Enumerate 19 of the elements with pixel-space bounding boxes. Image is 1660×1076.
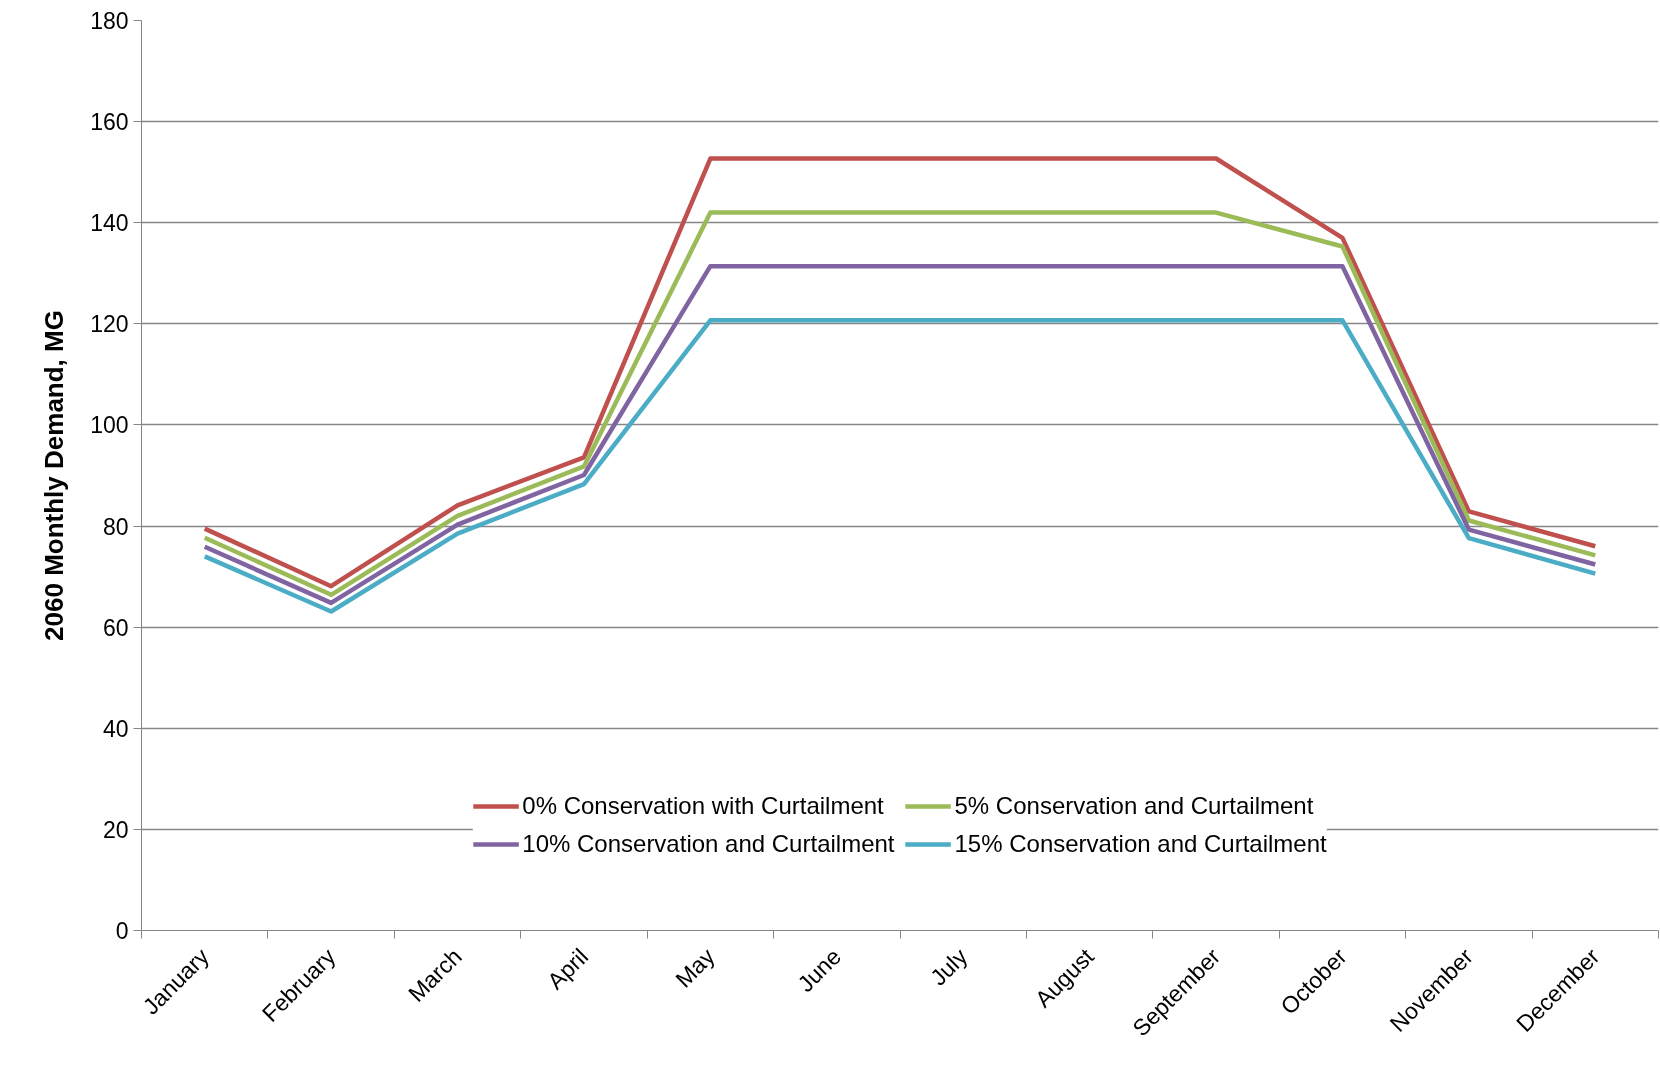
y-tick-label: 80 [102, 513, 129, 540]
line-series [202, 263, 1598, 606]
y-tick-label: 120 [90, 311, 129, 338]
x-tick-label: May [670, 942, 720, 993]
y-tick-label: 160 [90, 109, 129, 136]
x-tick-label: July [925, 942, 973, 991]
y-tick-label: 40 [102, 715, 129, 742]
y-tick-label: 20 [102, 816, 129, 843]
legend-label: 15% Conservation and Curtailment [954, 830, 1327, 858]
legend-label: 0% Conservation with Curtailment [522, 792, 884, 820]
legend-label: 10% Conservation and Curtailment [522, 830, 895, 858]
y-tick-label: 180 [90, 8, 129, 34]
y-axis-title: 2060 Monthly Demand, MG [39, 310, 70, 641]
y-tick-label: 60 [102, 614, 129, 641]
line-series [202, 318, 1598, 614]
y-tick-label: 100 [90, 412, 129, 439]
y-tick-label: 140 [90, 210, 129, 237]
y-tick-label: 0 [115, 918, 129, 944]
legend-label: 5% Conservation and Curtailment [954, 792, 1314, 820]
